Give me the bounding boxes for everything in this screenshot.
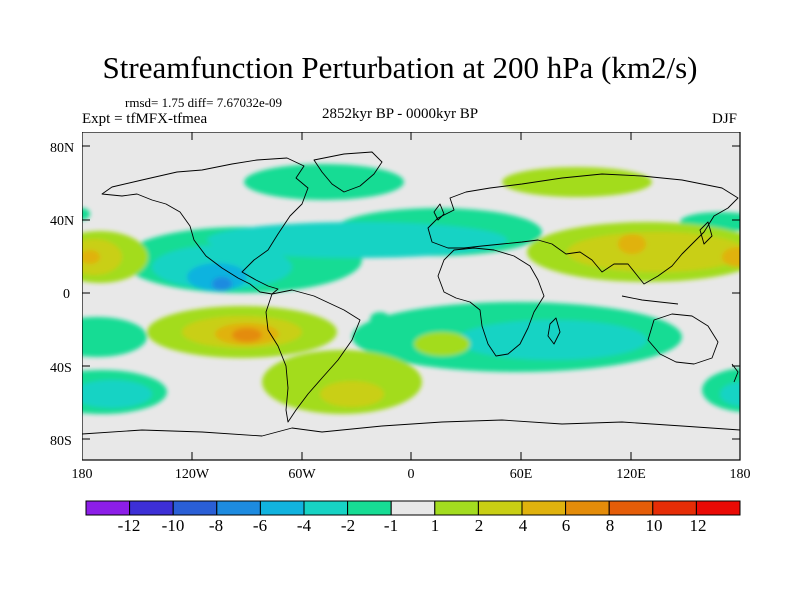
colorbar-swatch	[216, 500, 261, 516]
experiment-label: Expt = tfMFX-tfmea	[82, 111, 208, 127]
coast-new-zealand	[731, 363, 739, 383]
coast-uk	[433, 203, 445, 221]
contour-pos-south-africa	[414, 332, 470, 356]
coast-south-america	[265, 289, 361, 423]
lat-label-80n: 80N	[50, 141, 75, 156]
coast-australia	[647, 313, 719, 365]
colorbar-swatch	[85, 500, 131, 516]
coast-antarctica	[82, 419, 741, 437]
world-map-plot	[82, 132, 741, 461]
colorbar-swatch	[565, 500, 610, 516]
contour-pos-west-pacific-core	[82, 239, 122, 275]
contour-pos-east-edge	[722, 247, 740, 267]
coast-europe-asia	[427, 173, 739, 285]
lat-label-40s: 40S	[50, 361, 72, 376]
coast-madagascar	[547, 317, 561, 345]
coastlines	[82, 151, 741, 437]
coast-japan	[699, 221, 713, 245]
colorbar-label: 1	[430, 516, 440, 535]
lon-label-180w: 180	[71, 467, 93, 482]
contour-neg-pacific-center	[212, 277, 232, 291]
colorbar-label: -4	[296, 516, 312, 535]
colorbar-swatch	[390, 500, 436, 516]
colorbar-label: -8	[208, 516, 224, 535]
lat-label-80s: 80S	[50, 434, 72, 449]
contour-neg-south-east-core	[720, 382, 740, 406]
contour-neg-south-pacific-core	[82, 380, 152, 408]
colorbar-label: -12	[117, 516, 141, 535]
colorbar-label: 8	[605, 516, 615, 535]
colorbar	[85, 500, 741, 516]
contour-pos-asia-core	[567, 232, 740, 272]
colorbar-label: -2	[340, 516, 356, 535]
colorbar-label: -6	[252, 516, 268, 535]
lat-label-40n: 40N	[50, 214, 75, 229]
colorbar-label: 12	[689, 516, 707, 535]
colorbar-label: 2	[474, 516, 484, 535]
contour-pos-south-atlantic-core	[320, 381, 384, 407]
lon-label-180e: 180	[729, 467, 751, 482]
contour-neg-west-edge	[82, 208, 90, 220]
contour-neg-indian-core	[457, 320, 647, 360]
colorbar-swatch	[259, 500, 305, 516]
period-label: 2852kyr BP - 0000kyr BP	[322, 106, 479, 122]
contour-neg-atlantic-core	[207, 222, 507, 258]
lon-label-60e: 60E	[509, 467, 533, 482]
contour-neg-southwest-pacific	[82, 317, 147, 357]
colorbar-label: -10	[161, 516, 185, 535]
lon-label-120w: 120W	[174, 467, 210, 482]
coast-africa	[437, 247, 545, 357]
coast-greenland	[313, 151, 383, 193]
colorbar-label: -1	[383, 516, 399, 535]
contour-pos-west-pacific-center	[82, 250, 100, 264]
colorbar-swatch	[172, 500, 218, 516]
colorbar-swatch	[477, 500, 523, 516]
colorbar-swatch	[129, 500, 174, 516]
contour-pos-siberia	[502, 167, 652, 197]
colorbar-swatch	[608, 500, 654, 516]
contour-neg-arctic-atlantic	[244, 164, 404, 200]
coast-north-america	[101, 157, 309, 295]
colorbar-label: 10	[645, 516, 663, 535]
colorbar-swatch	[695, 500, 741, 516]
colorbar-swatch	[521, 500, 567, 516]
lon-label-60w: 60W	[288, 467, 316, 482]
contour-fills	[82, 164, 740, 414]
map-title: Streamfunction Perturbation at 200 hPa (…	[102, 50, 698, 85]
contour-neg-small-islet	[370, 312, 390, 326]
stats-text: rmsd= 1.75 diff= 7.67032e-09	[125, 95, 283, 110]
contour-pos-asia-center	[618, 234, 646, 254]
colorbar-swatch	[303, 500, 349, 516]
contour-pos-south-pacific-center	[232, 328, 262, 342]
colorbar-label: 4	[518, 516, 528, 535]
season-label: DJF	[712, 111, 738, 127]
colorbar-swatch	[652, 500, 697, 516]
colorbar-label: 6	[561, 516, 571, 535]
axis-ticks	[82, 132, 740, 460]
colorbar-swatch	[434, 500, 479, 516]
lon-label-0: 0	[407, 467, 415, 482]
coast-indonesia	[621, 295, 679, 305]
colorbar-swatch	[347, 500, 392, 516]
lon-label-120e: 120E	[616, 467, 646, 482]
lat-label-0: 0	[63, 287, 70, 302]
